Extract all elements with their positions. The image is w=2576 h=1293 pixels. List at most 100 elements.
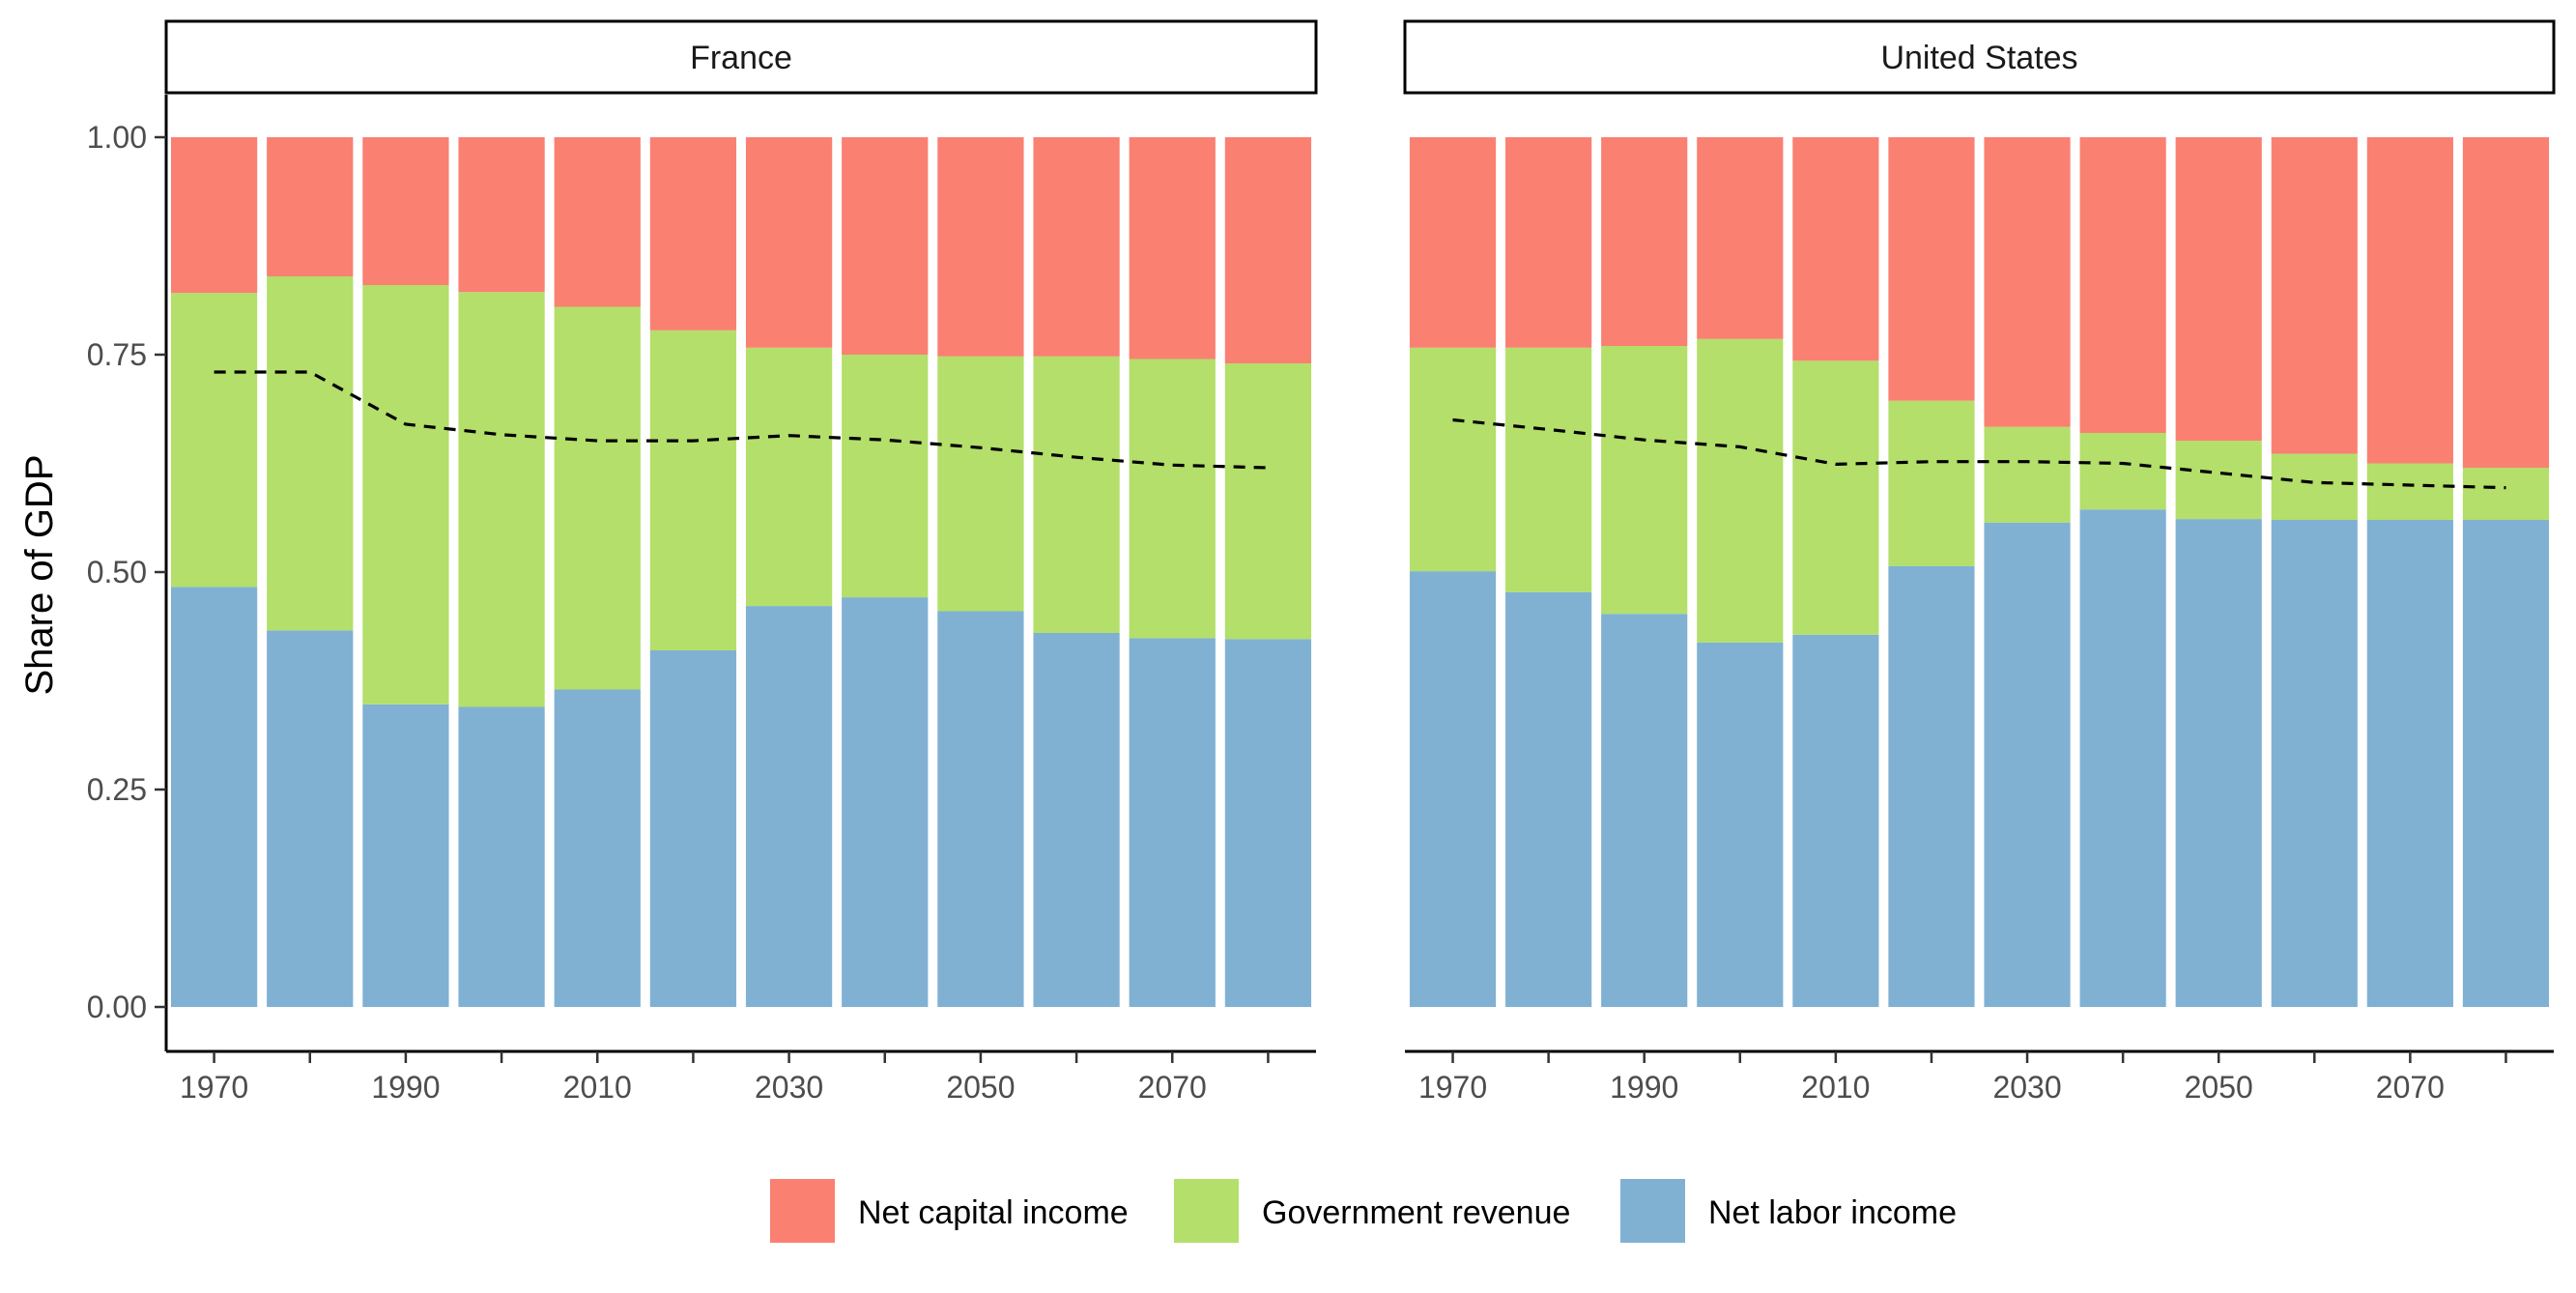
bar-labor-0-2070 — [1130, 638, 1216, 1007]
bar-government-0-2000 — [458, 292, 544, 706]
bar-labor-1-2040 — [2080, 509, 2166, 1007]
legend-swatch-2 — [1620, 1179, 1685, 1243]
y-tick-label-2: 0.50 — [87, 555, 147, 589]
bar-labor-1-2050 — [2176, 519, 2262, 1007]
bar-capital-0-2030 — [746, 137, 832, 348]
bar-labor-0-2000 — [458, 707, 544, 1008]
bar-labor-0-1970 — [171, 587, 257, 1007]
bar-capital-0-2010 — [555, 137, 641, 307]
x-tick-label-0-2030: 2030 — [755, 1070, 823, 1105]
x-tick-label-0-2070: 2070 — [1138, 1070, 1207, 1105]
bar-capital-1-2030 — [1984, 137, 2070, 427]
legend-label-2: Net labor income — [1708, 1194, 1957, 1231]
bar-labor-1-1980 — [1505, 592, 1591, 1007]
bar-capital-1-2010 — [1792, 137, 1878, 360]
bar-capital-1-1990 — [1601, 137, 1687, 346]
bar-capital-0-2080 — [1225, 137, 1311, 363]
bar-labor-1-2060 — [2272, 520, 2358, 1007]
bar-labor-1-2020 — [1888, 566, 1974, 1007]
bar-capital-0-2040 — [842, 137, 928, 355]
bar-labor-0-1980 — [267, 630, 353, 1007]
bar-labor-0-2030 — [746, 606, 832, 1007]
bar-labor-0-2010 — [555, 690, 641, 1008]
bar-government-0-1980 — [267, 276, 353, 630]
y-tick-label-3: 0.75 — [87, 337, 147, 372]
bar-labor-1-1970 — [1410, 571, 1496, 1007]
bar-capital-0-1970 — [171, 137, 257, 293]
legend-label-0: Net capital income — [858, 1194, 1129, 1231]
bar-government-1-2010 — [1792, 360, 1878, 635]
bar-capital-1-2080 — [2463, 137, 2549, 468]
bar-government-1-2000 — [1697, 339, 1783, 643]
bar-capital-0-2000 — [458, 137, 544, 292]
bar-government-1-2020 — [1888, 401, 1974, 566]
facet-label-1: United States — [1880, 40, 2077, 76]
bar-capital-1-2060 — [2272, 137, 2358, 454]
bar-government-0-2010 — [555, 307, 641, 690]
x-tick-label-1-2010: 2010 — [1801, 1070, 1870, 1105]
bar-government-1-2060 — [2272, 454, 2358, 520]
bar-government-1-1970 — [1410, 348, 1496, 571]
x-tick-label-1-2070: 2070 — [2376, 1070, 2445, 1105]
bar-labor-1-2030 — [1984, 523, 2070, 1007]
facet-label-0: France — [690, 40, 792, 76]
bar-labor-0-1990 — [362, 704, 448, 1007]
bar-government-0-2060 — [1033, 357, 1119, 633]
legend-swatch-0 — [770, 1179, 835, 1243]
bar-labor-1-2000 — [1697, 643, 1783, 1007]
bar-government-0-2040 — [842, 355, 928, 597]
y-tick-label-0: 0.00 — [87, 990, 147, 1024]
bar-government-1-2040 — [2080, 433, 2166, 509]
bar-capital-1-2040 — [2080, 137, 2166, 433]
bar-labor-0-2020 — [650, 650, 736, 1007]
bar-labor-1-2080 — [2463, 520, 2549, 1007]
bar-government-0-2050 — [937, 357, 1023, 612]
bar-capital-0-2060 — [1033, 137, 1119, 357]
y-tick-label-1: 0.25 — [87, 772, 147, 807]
bar-labor-1-2010 — [1792, 635, 1878, 1007]
bar-capital-0-1990 — [362, 137, 448, 285]
x-tick-label-0-1970: 1970 — [180, 1070, 248, 1105]
bar-capital-1-2070 — [2367, 137, 2453, 464]
bar-capital-1-1970 — [1410, 137, 1496, 348]
bar-government-1-2070 — [2367, 464, 2453, 521]
bar-government-0-2070 — [1130, 359, 1216, 639]
bar-government-0-1970 — [171, 293, 257, 587]
bar-labor-1-2070 — [2367, 520, 2453, 1007]
x-tick-label-0-1990: 1990 — [371, 1070, 440, 1105]
bar-capital-1-2000 — [1697, 137, 1783, 339]
bar-capital-1-2050 — [2176, 137, 2262, 441]
bar-labor-1-1990 — [1601, 614, 1687, 1007]
x-tick-label-1-2050: 2050 — [2185, 1070, 2253, 1105]
bar-government-1-1990 — [1601, 346, 1687, 614]
bar-government-0-1990 — [362, 285, 448, 704]
legend-swatch-1 — [1174, 1179, 1239, 1243]
bar-capital-0-2050 — [937, 137, 1023, 357]
bar-capital-0-2020 — [650, 137, 736, 330]
bar-capital-0-1980 — [267, 137, 353, 276]
y-tick-label-4: 1.00 — [87, 120, 147, 155]
bar-government-1-2030 — [1984, 427, 2070, 523]
x-tick-label-0-2050: 2050 — [946, 1070, 1015, 1105]
x-tick-label-1-1990: 1990 — [1610, 1070, 1678, 1105]
x-tick-label-0-2010: 2010 — [563, 1070, 632, 1105]
legend-label-1: Government revenue — [1262, 1194, 1570, 1231]
bar-capital-1-1980 — [1505, 137, 1591, 348]
bar-government-1-1980 — [1505, 348, 1591, 592]
x-tick-label-1-2030: 2030 — [1992, 1070, 2061, 1105]
bar-government-0-2020 — [650, 330, 736, 650]
x-tick-label-1-1970: 1970 — [1418, 1070, 1487, 1105]
bar-capital-0-2070 — [1130, 137, 1216, 359]
bar-capital-1-2020 — [1888, 137, 1974, 401]
bar-government-0-2080 — [1225, 363, 1311, 639]
y-axis-title: Share of GDP — [18, 454, 61, 695]
bar-government-1-2080 — [2463, 468, 2549, 520]
bar-labor-0-2080 — [1225, 639, 1311, 1007]
bar-labor-0-2040 — [842, 597, 928, 1007]
bar-government-0-2030 — [746, 348, 832, 606]
bar-government-1-2050 — [2176, 441, 2262, 519]
bar-labor-0-2050 — [937, 612, 1023, 1008]
bar-labor-0-2060 — [1033, 633, 1119, 1007]
